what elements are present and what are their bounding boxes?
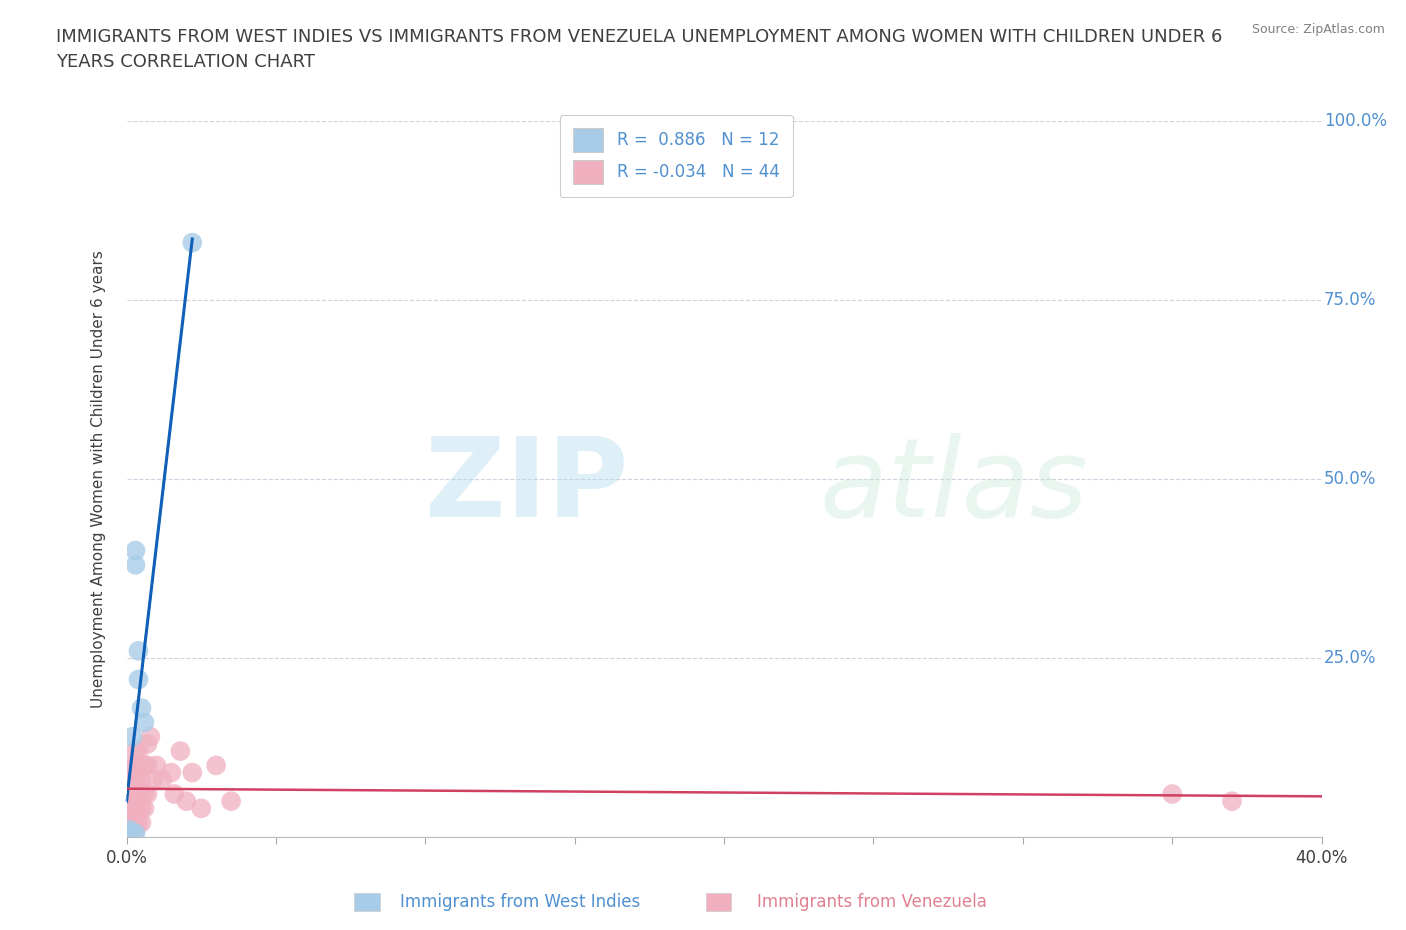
Y-axis label: Unemployment Among Women with Children Under 6 years: Unemployment Among Women with Children U…	[91, 250, 105, 708]
Point	[134, 801, 156, 816]
Point	[131, 772, 153, 787]
Point	[134, 715, 156, 730]
Point	[118, 816, 141, 830]
Text: Immigrants from Venezuela: Immigrants from Venezuela	[756, 893, 987, 911]
Point	[127, 816, 149, 830]
Text: 50.0%: 50.0%	[1324, 470, 1376, 488]
Point	[121, 801, 143, 816]
Point	[121, 826, 143, 841]
Point	[136, 787, 159, 802]
Point	[131, 801, 153, 816]
FancyBboxPatch shape	[354, 893, 380, 911]
Point	[121, 758, 143, 773]
Point	[118, 826, 141, 841]
Point	[136, 737, 159, 751]
Text: 100.0%: 100.0%	[1324, 112, 1388, 130]
Point	[118, 801, 141, 816]
Point	[205, 758, 228, 773]
Text: IMMIGRANTS FROM WEST INDIES VS IMMIGRANTS FROM VENEZUELA UNEMPLOYMENT AMONG WOME: IMMIGRANTS FROM WEST INDIES VS IMMIGRANT…	[56, 28, 1223, 71]
Point	[160, 765, 183, 780]
Point	[124, 801, 146, 816]
Point	[181, 765, 204, 780]
Point	[127, 672, 149, 687]
Point	[127, 765, 149, 780]
Point	[136, 758, 159, 773]
Point	[127, 801, 149, 816]
Point	[124, 787, 146, 802]
Point	[131, 787, 153, 802]
Point	[124, 822, 146, 837]
Point	[219, 794, 242, 809]
Point	[121, 729, 143, 744]
Point	[1220, 794, 1243, 809]
Point	[124, 557, 146, 572]
Point	[145, 758, 167, 773]
Point	[190, 801, 212, 816]
Point	[124, 744, 146, 759]
Point	[181, 235, 204, 250]
Point	[174, 794, 197, 809]
Legend: R =  0.886   N = 12, R = -0.034   N = 44: R = 0.886 N = 12, R = -0.034 N = 44	[560, 115, 793, 197]
Point	[121, 808, 143, 823]
Point	[139, 729, 162, 744]
Text: atlas: atlas	[820, 432, 1088, 539]
Point	[124, 826, 146, 841]
Point	[124, 772, 146, 787]
Text: 75.0%: 75.0%	[1324, 291, 1376, 309]
Point	[131, 816, 153, 830]
FancyBboxPatch shape	[706, 893, 731, 911]
Point	[127, 644, 149, 658]
Point	[169, 744, 191, 759]
Point	[134, 758, 156, 773]
Point	[121, 794, 143, 809]
Point	[131, 700, 153, 715]
Point	[124, 816, 146, 830]
Point	[163, 787, 186, 802]
Point	[118, 822, 141, 837]
Point	[127, 787, 149, 802]
Text: Immigrants from West Indies: Immigrants from West Indies	[401, 893, 640, 911]
Text: 25.0%: 25.0%	[1324, 649, 1376, 667]
Point	[127, 744, 149, 759]
Text: ZIP: ZIP	[425, 432, 628, 539]
Text: Source: ZipAtlas.com: Source: ZipAtlas.com	[1251, 23, 1385, 36]
Point	[1161, 787, 1184, 802]
Point	[152, 772, 174, 787]
Point	[124, 543, 146, 558]
Point	[134, 787, 156, 802]
Point	[142, 772, 165, 787]
Point	[121, 772, 143, 787]
Point	[124, 758, 146, 773]
Point	[121, 816, 143, 830]
